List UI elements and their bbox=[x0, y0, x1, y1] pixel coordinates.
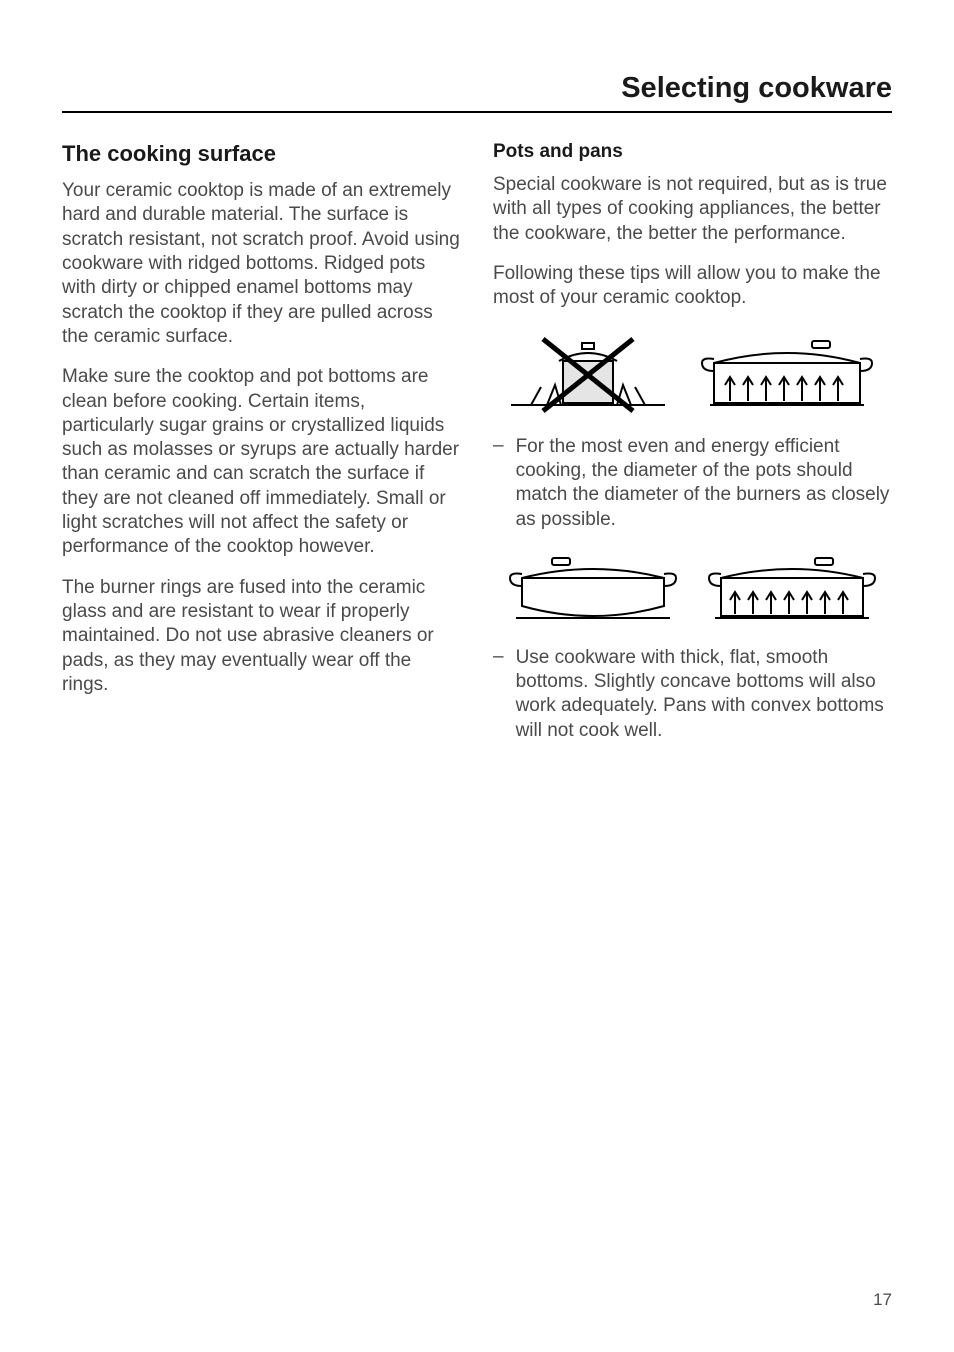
right-heading: Pots and pans bbox=[493, 141, 892, 163]
figure-row-2 bbox=[493, 548, 892, 624]
right-column: Pots and pans Special cookware is not re… bbox=[493, 141, 892, 759]
page-title: Selecting cookware bbox=[62, 72, 892, 113]
left-column: The cooking surface Your ceramic cooktop… bbox=[62, 141, 461, 759]
bullet-1: – For the most even and energy efficient… bbox=[493, 435, 892, 532]
left-heading: The cooking surface bbox=[62, 141, 461, 167]
left-p3: The burner rings are fused into the cera… bbox=[62, 576, 461, 698]
left-p2: Make sure the cooktop and pot bottoms ar… bbox=[62, 365, 461, 560]
figure-matching-pot-arrows-icon bbox=[692, 327, 882, 413]
bullet-1-text: For the most even and energy efficient c… bbox=[516, 435, 892, 532]
right-p1: Special cookware is not required, but as… bbox=[493, 173, 892, 246]
columns: The cooking surface Your ceramic cooktop… bbox=[62, 141, 892, 759]
left-p1: Your ceramic cooktop is made of an extre… bbox=[62, 179, 461, 349]
figure-small-pot-crossed-icon bbox=[503, 327, 673, 413]
bullet-dash-icon: – bbox=[493, 435, 504, 532]
right-p2: Following these tips will allow you to m… bbox=[493, 262, 892, 311]
bullet-2-text: Use cookware with thick, flat, smooth bo… bbox=[516, 646, 892, 743]
page: Selecting cookware The cooking surface Y… bbox=[0, 0, 954, 1352]
bullet-2: – Use cookware with thick, flat, smooth … bbox=[493, 646, 892, 743]
figure-row-1 bbox=[493, 327, 892, 413]
figure-convex-pot-icon bbox=[498, 548, 688, 624]
bullet-dash-icon: – bbox=[493, 646, 504, 743]
figure-flat-pot-arrows-icon bbox=[697, 548, 887, 624]
page-number: 17 bbox=[873, 1290, 892, 1310]
